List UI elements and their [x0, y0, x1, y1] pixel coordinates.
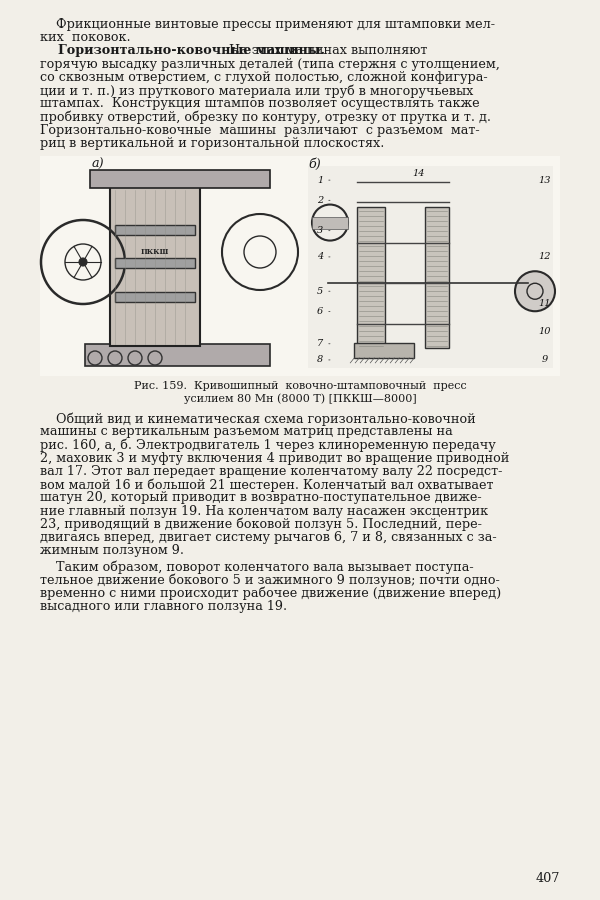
Text: 2, маховик 3 и муфту включения 4 приводит во вращение приводной: 2, маховик 3 и муфту включения 4 приводи… [40, 452, 509, 464]
Text: Горизонтально-ковочные машины.: Горизонтально-ковочные машины. [40, 44, 325, 58]
Text: б): б) [308, 158, 321, 171]
Text: 13: 13 [539, 176, 551, 184]
Text: 4: 4 [317, 252, 323, 261]
Text: а): а) [92, 158, 104, 171]
Text: 14: 14 [412, 169, 425, 178]
Text: 9: 9 [542, 356, 548, 364]
Text: тельное движение бокового 5 и зажимного 9 ползунов; почти одно-: тельное движение бокового 5 и зажимного … [40, 573, 500, 587]
Text: высадного или главного ползуна 19.: высадного или главного ползуна 19. [40, 600, 287, 613]
Text: 10: 10 [539, 327, 551, 336]
Text: 8: 8 [317, 356, 323, 364]
Text: вом малой 16 и большой 21 шестерен. Коленчатый вал охватывает: вом малой 16 и большой 21 шестерен. Коле… [40, 478, 493, 491]
Text: 6: 6 [317, 307, 323, 316]
Text: 12: 12 [539, 252, 551, 261]
Text: 23, приводящий в движение боковой ползун 5. Последний, пере-: 23, приводящий в движение боковой ползун… [40, 518, 482, 531]
Text: 5: 5 [317, 287, 323, 296]
Bar [354, 343, 414, 358]
Text: Рис. 159.  Кривошипный  ковочно-штамповочный  пресс: Рис. 159. Кривошипный ковочно-штамповочн… [134, 381, 466, 391]
Bar [425, 206, 449, 348]
Bar [115, 258, 195, 268]
Text: со сквозным отверстием, с глухой полостью, сложной конфигура-: со сквозным отверстием, с глухой полость… [40, 71, 488, 84]
Text: 7: 7 [317, 339, 323, 348]
Text: жимным ползуном 9.: жимным ползуном 9. [40, 544, 184, 557]
Bar [115, 292, 195, 302]
Text: На этих машинах выполняют: На этих машинах выполняют [225, 44, 427, 58]
Bar [357, 206, 385, 348]
Text: Таким образом, поворот коленчатого вала вызывает поступа-: Таким образом, поворот коленчатого вала … [40, 561, 473, 574]
Text: 407: 407 [536, 872, 560, 885]
Bar [110, 178, 200, 346]
Text: 2: 2 [317, 196, 323, 205]
Bar [90, 170, 270, 188]
Text: шатун 20, который приводит в возвратно-поступательное движе-: шатун 20, который приводит в возвратно-п… [40, 491, 482, 504]
Text: 3: 3 [317, 226, 323, 235]
Text: временно с ними происходит рабочее движение (движение вперед): временно с ними происходит рабочее движе… [40, 587, 501, 600]
Text: вал 17. Этот вал передает вращение коленчатому валу 22 посредст-: вал 17. Этот вал передает вращение колен… [40, 465, 502, 478]
Bar [40, 156, 560, 376]
Bar [308, 166, 553, 368]
Text: ции и т. п.) из пруткового материала или труб в многоручьевых: ции и т. п.) из пруткового материала или… [40, 84, 473, 97]
Text: Фрикционные винтовые прессы применяют для штамповки мел-: Фрикционные винтовые прессы применяют дл… [40, 18, 495, 31]
Text: пробивку отверстий, обрезку по контуру, отрезку от прутка и т. д.: пробивку отверстий, обрезку по контуру, … [40, 111, 491, 124]
Text: усилием 80 Мн (8000 Т) [ПККШ—8000]: усилием 80 Мн (8000 Т) [ПККШ—8000] [184, 393, 416, 403]
Bar [312, 217, 348, 229]
Text: риц в вертикальной и горизонтальной плоскостях.: риц в вертикальной и горизонтальной плос… [40, 137, 385, 149]
Text: 1: 1 [317, 176, 323, 184]
Text: ких  поковок.: ких поковок. [40, 32, 131, 44]
Circle shape [515, 271, 555, 311]
Text: рис. 160, а, б. Электродвигатель 1 через клиноременную передачу: рис. 160, а, б. Электродвигатель 1 через… [40, 438, 496, 452]
Text: горячую высадку различных деталей (типа стержня с утолщением,: горячую высадку различных деталей (типа … [40, 58, 500, 70]
Bar [115, 225, 195, 235]
Circle shape [79, 258, 87, 266]
Text: 11: 11 [539, 299, 551, 308]
Text: машины с вертикальным разъемом матриц представлены на: машины с вертикальным разъемом матриц пр… [40, 426, 453, 438]
Bar [85, 344, 270, 366]
Text: ПККШ: ПККШ [141, 248, 169, 256]
Text: двигаясь вперед, двигает систему рычагов 6, 7 и 8, связанных с за-: двигаясь вперед, двигает систему рычагов… [40, 531, 497, 544]
Text: ние главный ползун 19. На коленчатом валу насажен эксцентрик: ние главный ползун 19. На коленчатом вал… [40, 505, 488, 518]
Text: Горизонтально-ковочные  машины  различают  с разъемом  мат-: Горизонтально-ковочные машины различают … [40, 123, 479, 137]
Text: Общий вид и кинематическая схема горизонтально-ковочной: Общий вид и кинематическая схема горизон… [40, 412, 476, 426]
Text: штампах.  Конструкция штампов позволяет осуществлять также: штампах. Конструкция штампов позволяет о… [40, 97, 479, 110]
